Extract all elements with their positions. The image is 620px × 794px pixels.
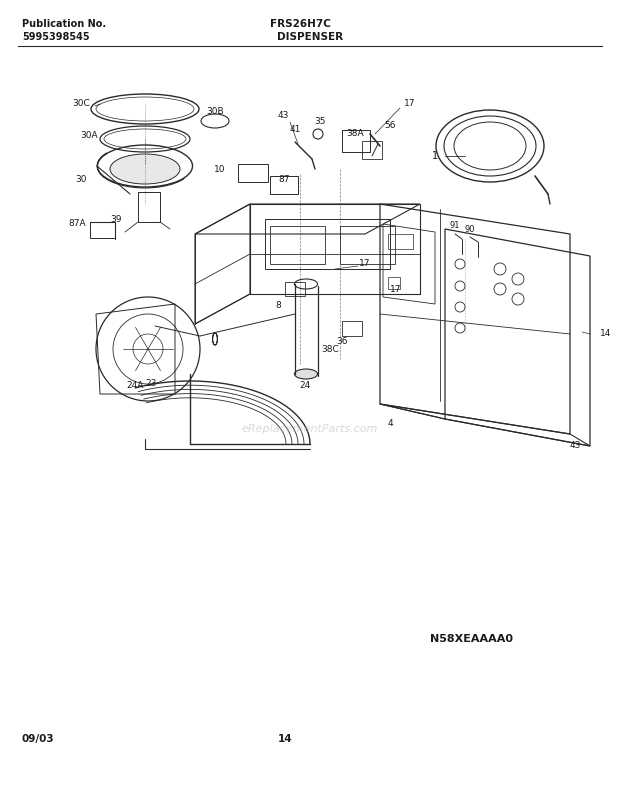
- Text: DISPENSER: DISPENSER: [277, 32, 343, 42]
- Text: 30C: 30C: [72, 99, 90, 109]
- Text: 38A: 38A: [346, 129, 364, 138]
- Bar: [342, 321, 362, 336]
- Bar: [90, 222, 115, 238]
- Text: 30B: 30B: [206, 107, 224, 117]
- Ellipse shape: [110, 154, 180, 184]
- Bar: [342, 130, 370, 152]
- Text: 8: 8: [275, 302, 281, 310]
- Text: 17: 17: [390, 284, 402, 294]
- Text: 87A: 87A: [68, 219, 86, 229]
- Bar: [388, 234, 413, 249]
- Text: 56: 56: [384, 121, 396, 130]
- Text: 30A: 30A: [80, 132, 97, 141]
- Text: 30: 30: [75, 175, 87, 183]
- Text: 09/03: 09/03: [22, 734, 55, 744]
- Text: 35: 35: [314, 118, 326, 126]
- Text: 87: 87: [278, 175, 290, 183]
- Text: 14: 14: [600, 330, 611, 338]
- Bar: [340, 226, 395, 264]
- Text: Publication No.: Publication No.: [22, 19, 106, 29]
- Text: 14: 14: [278, 734, 292, 744]
- Text: 41: 41: [290, 125, 301, 133]
- Bar: [285, 282, 305, 296]
- Text: 38C: 38C: [321, 345, 339, 353]
- Bar: [238, 164, 268, 182]
- Text: 17: 17: [359, 260, 371, 268]
- Text: 4: 4: [387, 419, 393, 429]
- Text: 24A: 24A: [126, 381, 144, 391]
- Bar: [138, 192, 160, 222]
- Bar: [388, 277, 400, 289]
- Text: 23: 23: [145, 380, 156, 388]
- Bar: [362, 141, 382, 159]
- Bar: [270, 226, 325, 264]
- Text: 10: 10: [215, 164, 226, 174]
- Text: 91: 91: [450, 222, 460, 230]
- Text: N58XEAAAA0: N58XEAAAA0: [430, 634, 513, 644]
- Text: 39: 39: [110, 214, 122, 223]
- Text: 36: 36: [336, 337, 348, 346]
- Text: 5995398545: 5995398545: [22, 32, 90, 42]
- Text: 1: 1: [432, 151, 438, 161]
- Text: FRS26H7C: FRS26H7C: [270, 19, 331, 29]
- Text: 17: 17: [404, 99, 416, 109]
- Text: 43: 43: [569, 441, 581, 450]
- Bar: [270, 176, 298, 194]
- Text: eReplacementParts.com: eReplacementParts.com: [242, 424, 378, 434]
- Ellipse shape: [294, 369, 317, 379]
- Text: 24: 24: [299, 381, 311, 391]
- Text: 43: 43: [277, 111, 289, 121]
- Text: 90: 90: [465, 225, 476, 233]
